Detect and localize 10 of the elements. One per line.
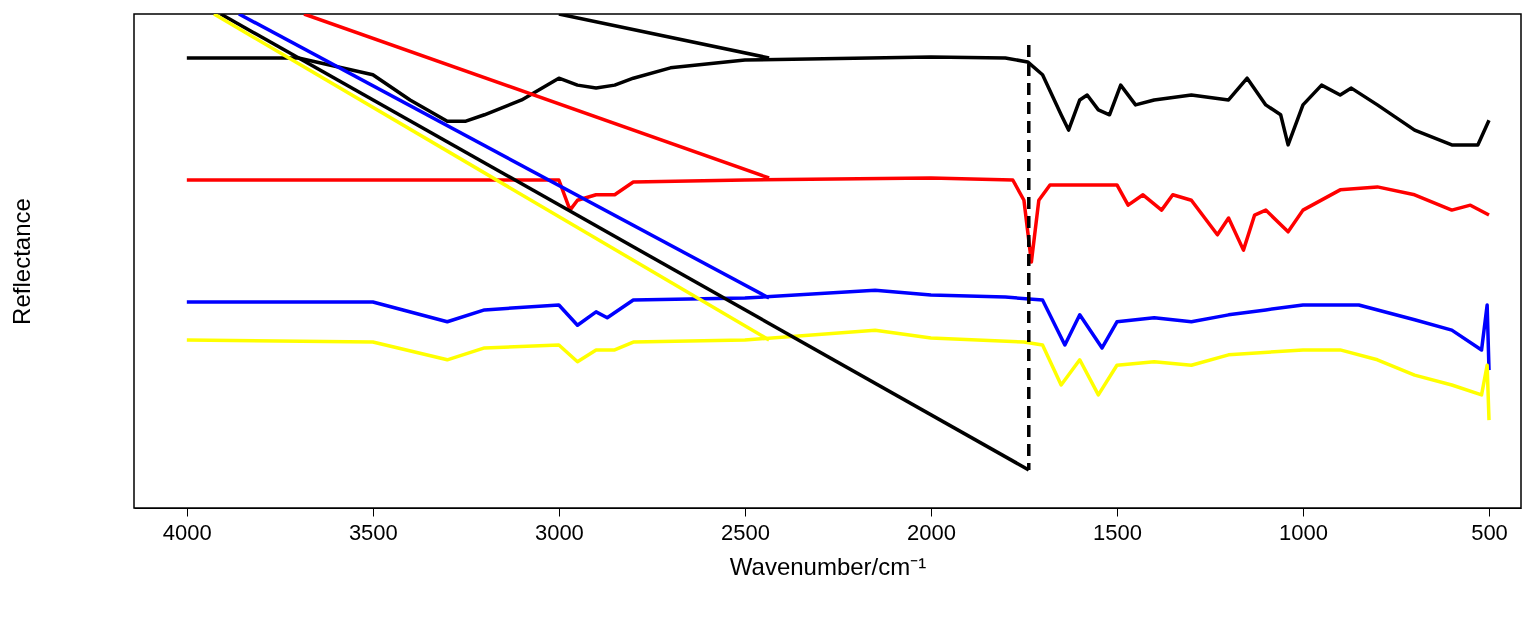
x-tick-label: 4000 [162, 519, 212, 545]
x-tick-label: 2000 [906, 519, 956, 545]
x-tick-label: 3000 [534, 519, 584, 545]
y-axis-title: Reflectance [7, 198, 35, 325]
x-tick-label: 2500 [720, 519, 770, 545]
x-tick-label: 500 [1471, 519, 1508, 545]
x-tick-label: 3500 [348, 519, 398, 545]
x-tick-label: 1500 [1092, 519, 1142, 545]
x-tick-label: 1000 [1279, 519, 1328, 545]
x-axis-title: Wavenumber/cm⁻¹ [729, 552, 927, 580]
